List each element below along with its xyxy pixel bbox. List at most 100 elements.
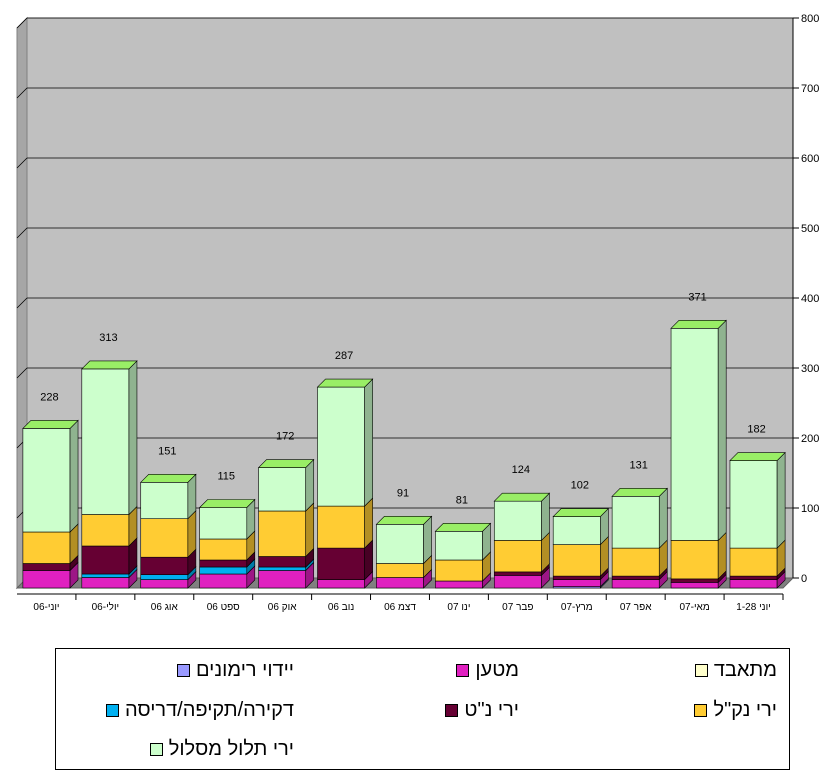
bar-top: [316, 378, 374, 388]
y-tick-label: 500: [801, 223, 819, 235]
bar-top: [434, 522, 492, 532]
bar-side: [128, 360, 138, 516]
bar-segment: [22, 563, 71, 571]
data-label: 81: [456, 494, 468, 506]
x-tick-label: אוק 06: [268, 602, 297, 613]
bar-segment: [258, 570, 307, 589]
bar-top: [81, 360, 138, 370]
bar-segment: [22, 570, 71, 589]
bar-segment: [435, 530, 483, 561]
bar-segment: [493, 540, 542, 573]
bar-segment: [670, 540, 719, 580]
y-tick-label: 100: [801, 503, 819, 515]
bar-top: [22, 420, 79, 429]
bar-segment: [140, 579, 189, 589]
bar-segment: [199, 559, 248, 568]
legend-label: מתאבד: [713, 658, 777, 681]
bar-segment: [376, 523, 424, 564]
x-tick-label: דצמ 06: [384, 602, 416, 613]
legend-item: ירי נק"ל: [694, 695, 777, 725]
bar-segment: [552, 544, 601, 577]
legend-item: מתאבד: [694, 655, 777, 685]
bar-segment: [611, 575, 660, 580]
bar-segment: [22, 531, 71, 564]
gridline: [16, 297, 28, 309]
bar-top: [375, 515, 433, 525]
bar-segment: [258, 556, 307, 568]
y-tick-label: 800: [801, 13, 819, 25]
x-tick-label: מרץ-07: [561, 602, 593, 613]
bar-top: [611, 487, 668, 497]
bar-segment: [670, 327, 719, 541]
bar-segment: [552, 579, 601, 587]
bar-segment: [493, 571, 542, 576]
legend-label: יידוי רימונים: [196, 658, 294, 681]
bar-segment: [258, 566, 307, 571]
data-label: 371: [688, 291, 706, 303]
bar-segment: [729, 547, 778, 577]
legend-item: מטען: [456, 655, 519, 685]
bar-segment: [493, 575, 542, 589]
bar-segment: [317, 386, 365, 507]
data-label: 287: [335, 350, 353, 362]
x-tick-label: יוני 1-28: [736, 602, 770, 613]
legend-item: ירי נ"ט: [445, 695, 519, 725]
bar-segment: [317, 579, 365, 589]
bar-segment: [493, 500, 542, 541]
bar-segment: [729, 575, 778, 580]
bar-top: [493, 492, 551, 502]
legend-swatch: [694, 703, 708, 717]
data-label: 124: [512, 464, 530, 476]
legend-label: דקירה/תקיפה/דריסה: [125, 698, 294, 721]
legend-swatch: [445, 703, 459, 717]
bar-segment: [552, 575, 601, 580]
bar-segment: [199, 566, 248, 575]
x-tick-label: ספט 06: [207, 602, 240, 613]
legend-swatch: [149, 742, 163, 756]
gridline: [16, 17, 28, 29]
x-tick-label: נוב 06: [328, 602, 354, 613]
bar-segment: [81, 368, 130, 515]
bar-segment: [611, 547, 660, 577]
bar-top: [670, 319, 727, 329]
bar-segment: [199, 538, 248, 561]
bar-top: [552, 508, 610, 517]
bar-segment: [317, 547, 365, 580]
bar-side: [305, 502, 315, 558]
bar-segment: [140, 556, 189, 576]
bar-segment: [670, 578, 719, 583]
bar-segment: [199, 507, 248, 540]
x-tick-label: מאי-07: [680, 602, 710, 613]
bar-segment: [81, 573, 130, 578]
bar-segment: [140, 481, 189, 519]
bar-side: [364, 378, 373, 507]
legend-item: ירי תלול מסלול: [149, 734, 294, 764]
legend-label: ירי נ"ט: [464, 698, 519, 721]
bar-segment: [317, 505, 365, 549]
bar-segment: [22, 428, 71, 533]
data-label: 91: [397, 487, 409, 499]
bar-segment: [140, 518, 189, 558]
bar-side: [776, 451, 786, 549]
gridline: [16, 157, 28, 169]
legend-label: מטען: [475, 658, 519, 681]
bar-side: [658, 487, 668, 549]
y-tick-label: 300: [801, 363, 819, 375]
legend-label: ירי נק"ל: [713, 698, 777, 721]
x-tick-label: יולי-06: [92, 601, 120, 613]
bar-segment: [140, 574, 189, 580]
bar-segment: [81, 545, 130, 575]
y-tick-label: 0: [801, 573, 807, 585]
x-tick-label: אפר 07: [620, 602, 652, 613]
bar-side: [364, 497, 373, 549]
x-tick-label: ינו 07: [447, 602, 470, 613]
legend-swatch: [456, 663, 470, 677]
x-tick-label: אוג 06: [151, 602, 179, 613]
x-tick-label: פבר 07: [502, 602, 533, 613]
data-label: 151: [158, 445, 176, 457]
data-label: 115: [217, 471, 235, 483]
gridline: [16, 367, 28, 379]
data-label: 172: [276, 431, 294, 443]
chart-plot: 0 100 200 300 400 500 600 700 800 228 יוני-06 313 יו…: [15, 13, 819, 613]
